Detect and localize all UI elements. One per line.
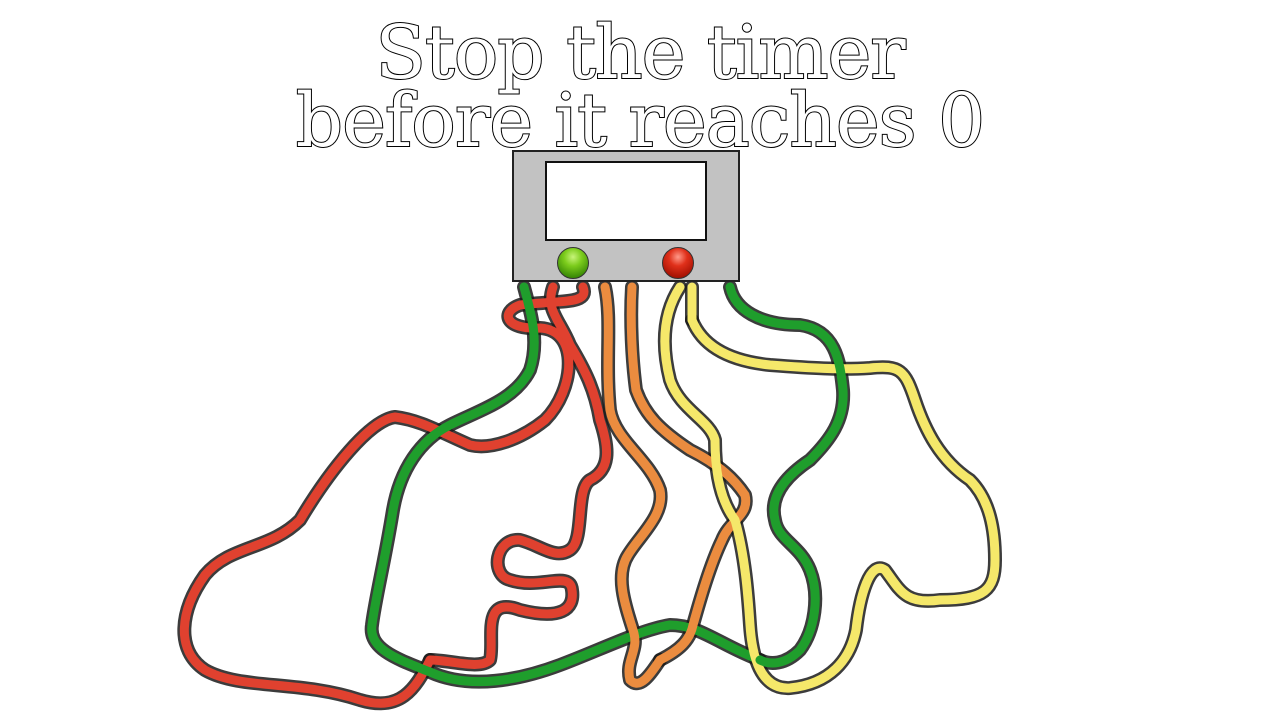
yellow-wire-1[interactable] — [660, 282, 1000, 693]
orange-wire-2[interactable] — [626, 282, 751, 665]
red-button-icon[interactable] — [662, 247, 694, 279]
instruction-title-line-2: before it reaches 0 — [295, 78, 986, 164]
timer-display — [545, 161, 707, 241]
green-wire-right[interactable] — [725, 282, 848, 668]
red-wire-left-outline — [177, 280, 591, 711]
green-button-icon[interactable] — [557, 247, 589, 279]
instruction-title-line-1: Stop the timer — [374, 10, 906, 96]
red-wire-left[interactable] — [179, 282, 589, 708]
green-wire-left[interactable] — [367, 282, 765, 687]
bomb-device — [512, 150, 740, 282]
orange-wire-1[interactable] — [600, 282, 666, 688]
red-wire-center[interactable] — [425, 282, 612, 669]
